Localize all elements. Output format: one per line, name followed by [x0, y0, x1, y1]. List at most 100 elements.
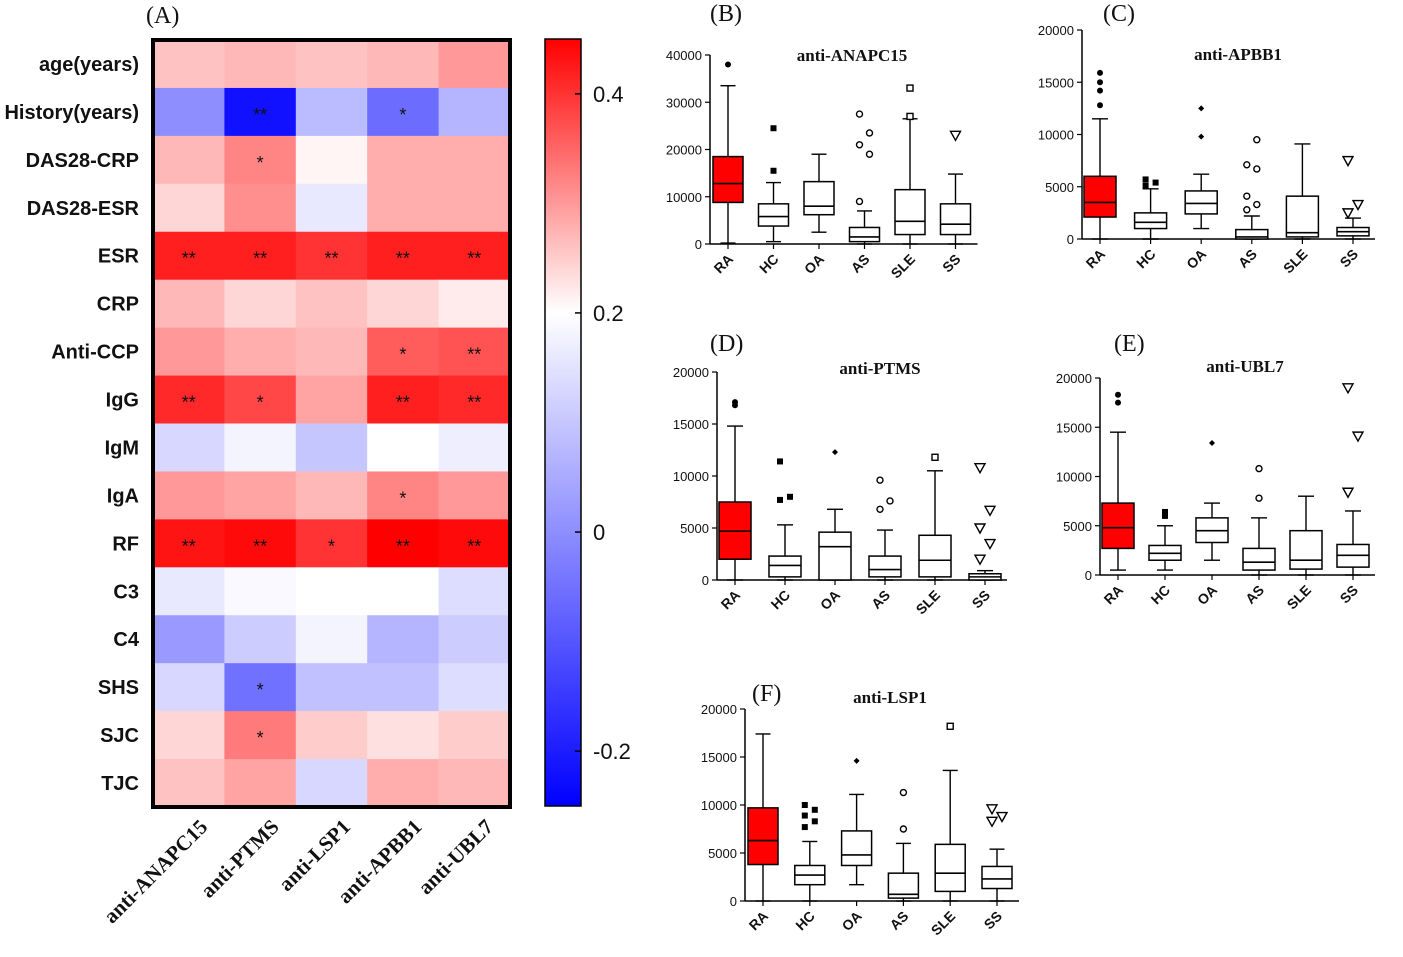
significance-mark: ** [324, 249, 338, 269]
outlier-point [725, 61, 731, 68]
outlier-point [931, 453, 939, 461]
outlier-point [983, 538, 997, 551]
box [818, 531, 852, 581]
heatmap-cell [153, 231, 225, 281]
outlier-point [1209, 440, 1215, 447]
heatmap-cell [367, 663, 440, 712]
outlier-point [1253, 136, 1261, 144]
colorbar-tick-label: 0.4 [593, 82, 624, 107]
y-tick-label: 10000 [1056, 470, 1092, 485]
heatmap-cell [295, 519, 368, 568]
outlier-point [1253, 200, 1261, 209]
heatmap-border [151, 38, 512, 809]
box-title: anti-APBB1 [1194, 45, 1282, 64]
x-tick-label: HC [756, 251, 782, 277]
x-tick-label: HC [1133, 246, 1159, 272]
outlier-point [853, 757, 860, 764]
heatmap-cell [295, 231, 368, 281]
outlier-point [1097, 79, 1103, 86]
outlier-point [1198, 105, 1205, 112]
y-tick-label: 20000 [1038, 23, 1074, 38]
heatmap-row-label: RF [112, 533, 139, 555]
y-tick-label: 40000 [666, 48, 702, 63]
box [1184, 190, 1218, 215]
heatmap-row-label: TJC [101, 773, 139, 795]
heatmap-cell [153, 471, 225, 520]
heatmap-row-label: CRP [97, 294, 139, 316]
heatmap-row-label: C4 [113, 629, 139, 651]
heatmap-cell [153, 327, 225, 377]
x-tick-label: OA [839, 908, 865, 934]
y-tick-label: 0 [1085, 568, 1092, 583]
outlier-point [1341, 383, 1355, 395]
outlier-point [787, 493, 793, 500]
outlier-point [1162, 512, 1168, 519]
heatmap-cell [295, 567, 368, 616]
y-tick-label: 5000 [1063, 519, 1092, 534]
box-panels: (B) anti-ANAPC15 0 10000 20000 30000 40000 RA HC… [666, 1, 1375, 938]
outlier-point [770, 125, 777, 132]
heatmap-column-label: anti-PTMS [196, 815, 284, 903]
box [747, 807, 779, 866]
outlier-point [1162, 508, 1168, 515]
heatmap-row-label: DAS28-ESR [27, 198, 140, 220]
x-tick-label: RA [710, 251, 736, 277]
heatmap-cell [438, 375, 511, 425]
x-tick-label: AS [868, 587, 893, 612]
box-title: anti-LSP1 [853, 688, 927, 707]
heatmap-cell [153, 135, 225, 185]
box-panel: (F) anti-LSP1 0 5000 10000 15000 20000 RA HC OA AS… [701, 681, 1019, 938]
colorbar-tick-label: 0.2 [593, 301, 624, 326]
significance-mark: ** [182, 536, 196, 556]
x-tick-label: SLE [913, 587, 944, 618]
significance-mark: * [257, 153, 264, 173]
heatmap-cell [224, 279, 297, 329]
panel-label: (D) [710, 331, 743, 357]
y-tick-label: 10000 [701, 798, 737, 813]
x-tick-label: SS [939, 251, 964, 276]
y-tick-label: 0 [695, 237, 702, 252]
heatmap-cell [438, 327, 511, 377]
x-tick-label: RA [1100, 582, 1126, 608]
outlier-point [1198, 133, 1205, 140]
significance-mark: ** [467, 345, 481, 365]
significance-mark: * [257, 680, 264, 700]
box [934, 843, 966, 893]
outlier-point [1142, 182, 1149, 189]
outlier-point [1253, 165, 1261, 173]
heatmap-cells: ** **** ** ** ** *** **** * ** ***** ** * ** **** [153, 40, 511, 808]
heatmap-cell [153, 40, 225, 89]
outlier-point [973, 554, 987, 566]
heatmap-cell [153, 87, 225, 137]
x-tick-label: SLE [888, 251, 919, 282]
heatmap-cell [153, 759, 225, 808]
box [1133, 212, 1168, 230]
outlier-point [801, 812, 808, 819]
box-title: anti-ANAPC15 [797, 46, 908, 65]
heatmap-cell [438, 759, 511, 808]
heatmap-cell [295, 327, 368, 377]
heatmap-column-labels: anti-ANAPC15anti-PTMSanti-LSP1anti-APBB1… [99, 815, 498, 928]
significance-mark: ** [396, 536, 410, 556]
heatmap-cell [367, 711, 440, 760]
heatmap-row-label: IgM [105, 437, 139, 459]
heatmap-cell [295, 423, 368, 473]
box-title: anti-PTMS [839, 359, 920, 378]
outlier-point [865, 129, 874, 137]
y-tick-label: 0 [702, 573, 709, 588]
significance-mark: * [257, 393, 264, 413]
y-tick-label: 5000 [680, 521, 709, 536]
outlier-point [855, 110, 864, 118]
outlier-point [1341, 155, 1355, 168]
box-panel: (C) anti-APBB1 0 5000 10000 15000 20000 RA HC OA A… [1038, 1, 1375, 276]
heatmap-row-label: Anti-CCP [51, 342, 139, 364]
outlier-point [1243, 161, 1251, 169]
heatmap-cell [367, 471, 440, 520]
significance-mark: ** [253, 105, 267, 125]
outlier-point [906, 84, 914, 92]
significance-mark: ** [396, 393, 410, 413]
box [712, 155, 744, 204]
outlier-point [1255, 494, 1263, 502]
box [848, 226, 881, 243]
box [894, 188, 926, 236]
